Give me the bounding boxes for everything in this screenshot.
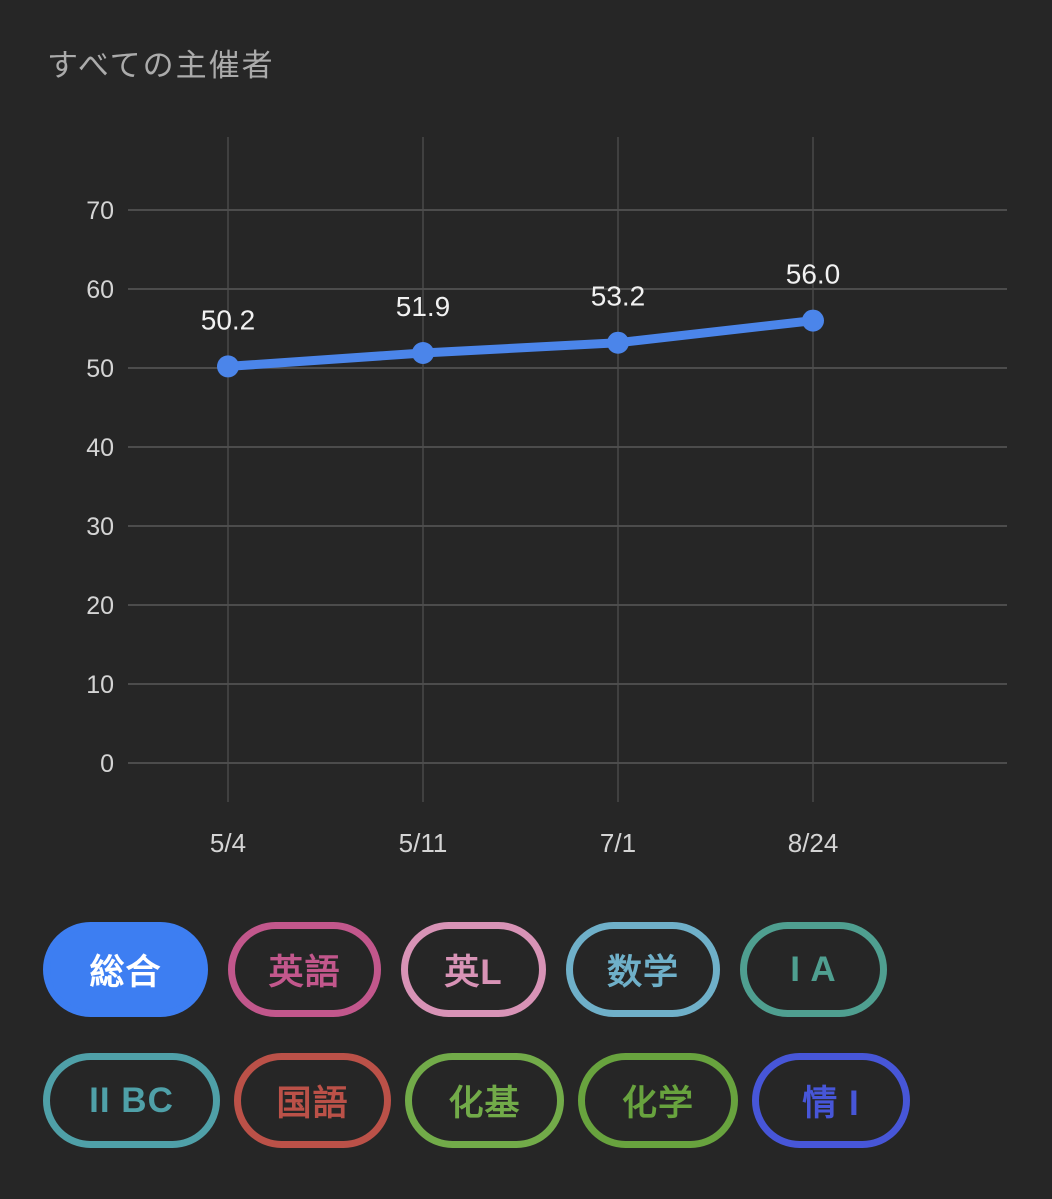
subject-button-math-2bc[interactable]: II BC	[43, 1053, 220, 1148]
subject-button-kagaku-kiso[interactable]: 化基	[405, 1053, 564, 1148]
data-point[interactable]	[802, 309, 824, 332]
subject-filter-row-1: 総合 英語 英L 数学 I A	[43, 922, 887, 1017]
subject-button-eigo[interactable]: 英語	[228, 922, 381, 1017]
data-point-label: 51.9	[396, 291, 451, 322]
subject-filter-row-2: II BC 国語 化基 化学情 I	[43, 1053, 910, 1148]
y-axis-tick-label: 0	[100, 750, 114, 778]
x-axis-tick-label: 7/1	[600, 828, 636, 858]
subject-button-ei-listening[interactable]: 英L	[401, 922, 546, 1017]
data-point-label: 56.0	[786, 259, 841, 290]
subject-button-math-1a[interactable]: I A	[740, 922, 887, 1017]
x-axis-tick-label: 5/11	[399, 828, 448, 858]
line-chart: 0 10 20 30 40 50 60 70 5/4 5/11 7/1 8/24 50.2 51.9 53.…	[86, 137, 1007, 858]
data-point[interactable]	[217, 355, 239, 378]
data-point[interactable]	[607, 331, 629, 354]
y-axis-tick-label: 50	[86, 355, 114, 383]
subject-button-sugaku[interactable]: 数学	[566, 922, 720, 1017]
y-axis-tick-label: 20	[86, 592, 114, 620]
subject-button-sogo[interactable]: 総合	[43, 922, 208, 1017]
data-point-label: 50.2	[201, 304, 256, 335]
subject-button-kagaku[interactable]: 化学	[578, 1053, 738, 1148]
y-axis-tick-label: 10	[86, 671, 114, 699]
x-axis-tick-label: 5/4	[210, 828, 246, 858]
data-point[interactable]	[412, 341, 434, 364]
y-axis-tick-label: 60	[86, 276, 114, 304]
y-axis-tick-label: 40	[86, 434, 114, 462]
x-axis-tick-label: 8/24	[788, 828, 839, 858]
data-point-label: 53.2	[591, 281, 646, 312]
trend-line	[223, 316, 818, 371]
y-axis-tick-label: 30	[86, 513, 114, 541]
subject-button-kokugo[interactable]: 国語	[234, 1053, 391, 1148]
page-title: すべての主催者	[47, 48, 275, 83]
y-axis-tick-label: 70	[86, 197, 114, 225]
subject-button-joho-1[interactable]: 情 I	[752, 1053, 910, 1148]
